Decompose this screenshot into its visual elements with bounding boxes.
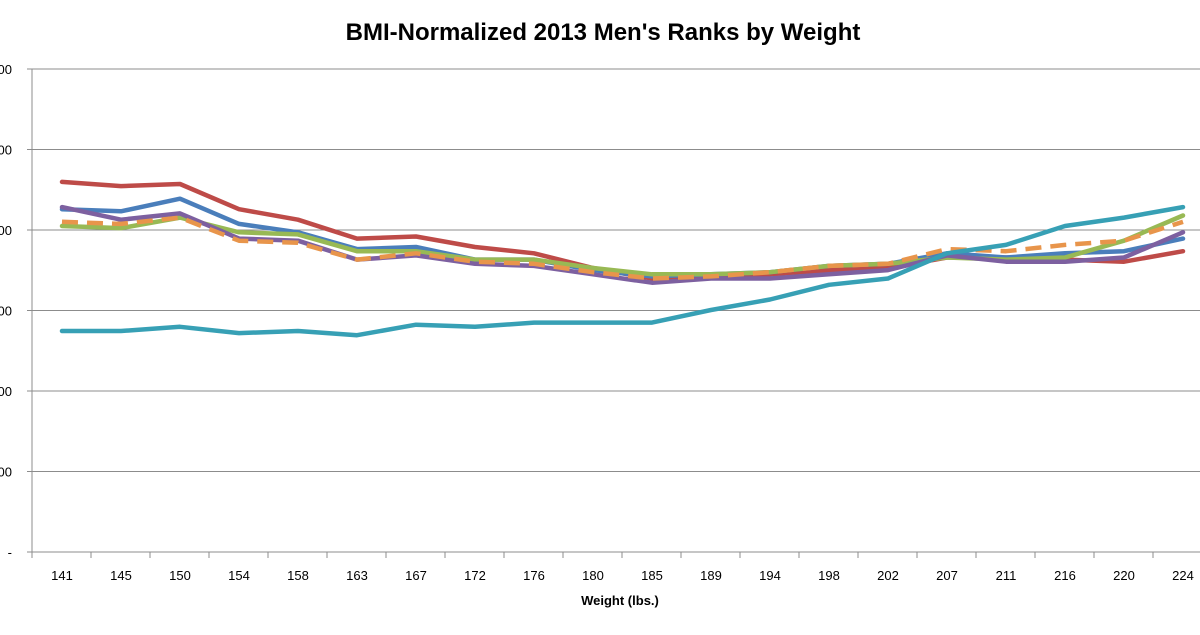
x-tick-label: 176 bbox=[523, 568, 545, 583]
x-tick-label: 150 bbox=[169, 568, 191, 583]
x-tick-label: 158 bbox=[287, 568, 309, 583]
y-tick-label: 00 bbox=[0, 143, 12, 158]
x-tick-label: 141 bbox=[51, 568, 73, 583]
x-tick-label: 216 bbox=[1054, 568, 1076, 583]
x-tick-label: 172 bbox=[464, 568, 486, 583]
x-tick-label: 154 bbox=[228, 568, 250, 583]
y-tick-label: 00 bbox=[0, 384, 12, 399]
x-tick-label: 180 bbox=[582, 568, 604, 583]
x-tick-label: 211 bbox=[996, 568, 1017, 583]
x-axis-label: Weight (lbs.) bbox=[581, 593, 659, 608]
x-tick-label: 167 bbox=[405, 568, 427, 583]
y-tick-label: 00 bbox=[0, 223, 12, 238]
chart-title: BMI-Normalized 2013 Men's Ranks by Weigh… bbox=[346, 19, 861, 46]
series-line bbox=[59, 213, 1186, 277]
series-line bbox=[59, 204, 1186, 338]
x-tick-label: 207 bbox=[936, 568, 958, 583]
x-tick-label: 202 bbox=[877, 568, 899, 583]
x-tick-label: 220 bbox=[1113, 568, 1135, 583]
x-tick-label: 194 bbox=[759, 568, 781, 583]
x-tick-label: 198 bbox=[818, 568, 840, 583]
x-tick-label: 185 bbox=[641, 568, 663, 583]
y-tick-label: - bbox=[8, 545, 12, 560]
axes bbox=[27, 68, 1200, 558]
series-lines bbox=[59, 179, 1186, 338]
tick-labels: 00 00 00 00 00 00 - 141 145 150 154 158 163 167 172 176… bbox=[0, 62, 1194, 583]
y-tick-label: 00 bbox=[0, 62, 12, 77]
series-line bbox=[59, 196, 1186, 279]
y-tick-label: 00 bbox=[0, 304, 12, 319]
y-tick-label: 00 bbox=[0, 465, 12, 480]
x-tick-label: 189 bbox=[700, 568, 722, 583]
series-line bbox=[59, 204, 1186, 285]
x-tick-label: 145 bbox=[110, 568, 132, 583]
x-tick-label: 163 bbox=[346, 568, 368, 583]
x-tick-label: 224 bbox=[1172, 568, 1194, 583]
